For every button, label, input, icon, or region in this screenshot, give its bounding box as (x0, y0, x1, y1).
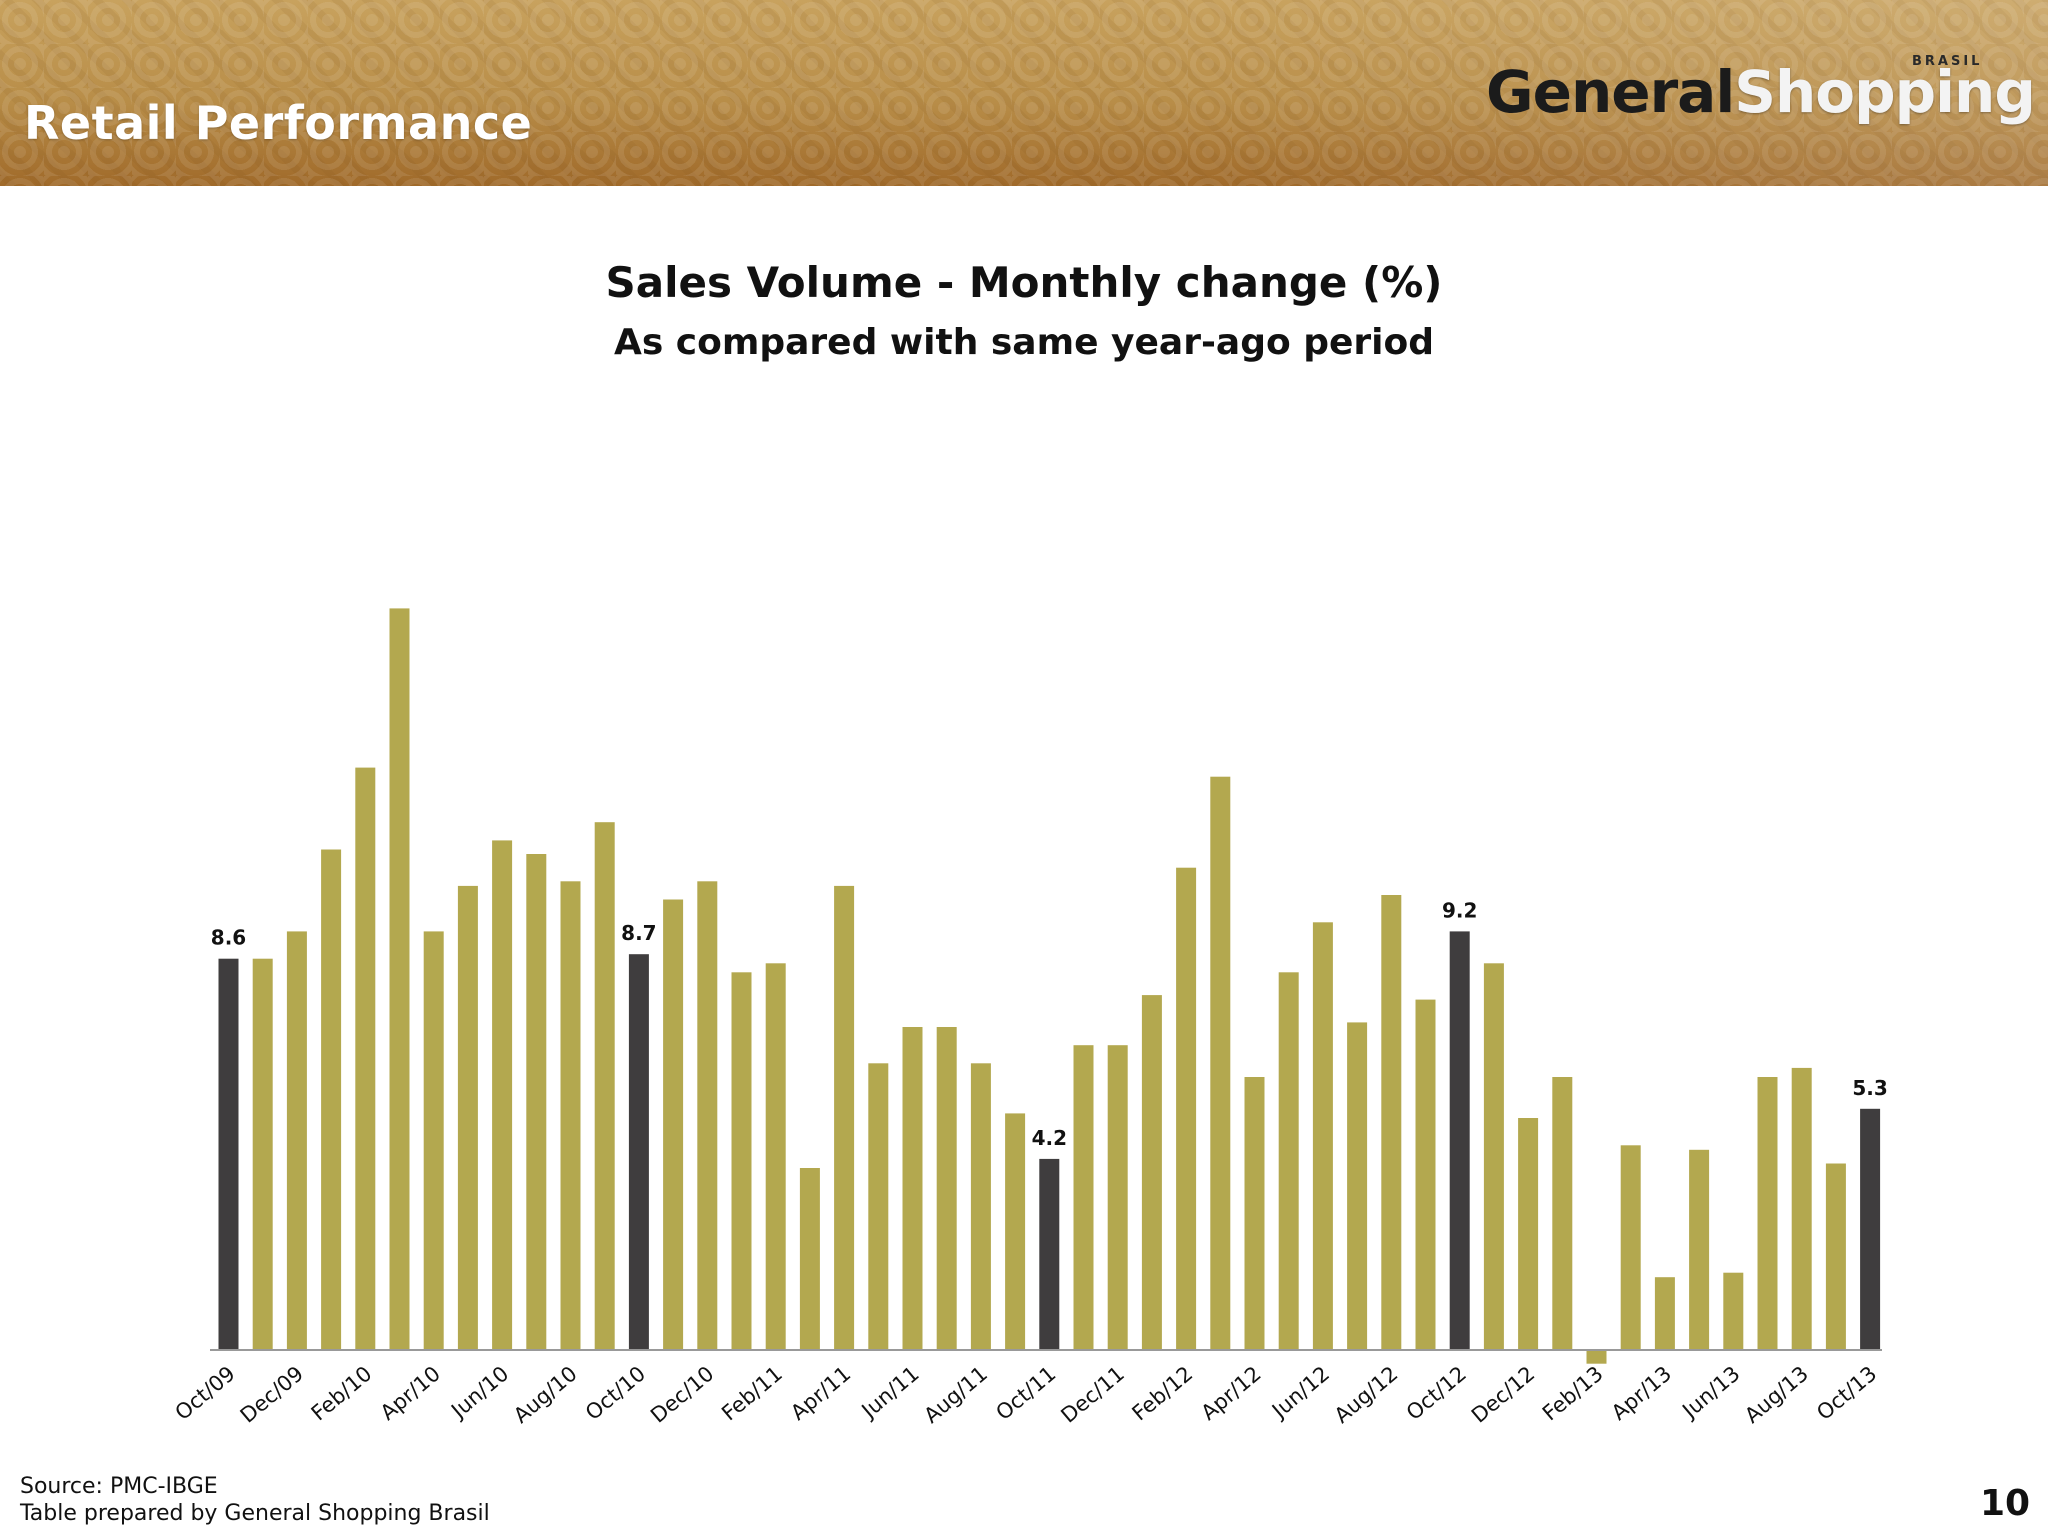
tick-label: Dec/10 (646, 1361, 718, 1427)
bar-oct-09 (218, 958, 239, 1350)
tick-label: Feb/12 (1128, 1361, 1198, 1425)
bar-jun-10 (492, 840, 513, 1350)
page-number: 10 (1980, 1483, 2031, 1524)
bar-apr-10 (423, 931, 444, 1350)
tick-label: Feb/13 (1538, 1361, 1608, 1425)
bar-nov-09 (252, 958, 273, 1350)
tick-label: Aug/13 (1740, 1361, 1813, 1427)
chart-title: Sales Volume - Monthly change (%) (605, 258, 1443, 307)
bar-feb-11 (765, 963, 786, 1351)
bar-jul-12 (1347, 1022, 1368, 1350)
bar-apr-11 (834, 885, 855, 1350)
data-label: 5.3 (1852, 1076, 1887, 1100)
logo-shopping-text: Shopping (1734, 58, 2036, 126)
tick-label: Aug/11 (919, 1361, 992, 1427)
bar-may-11 (868, 1063, 889, 1350)
prepared-by-note: Table prepared by General Shopping Brasi… (20, 1501, 490, 1526)
bar-jan-13 (1552, 1077, 1573, 1350)
tick-label: Jun/12 (1266, 1361, 1334, 1423)
bar-jun-12 (1312, 922, 1333, 1350)
tick-label: Oct/10 (581, 1361, 650, 1424)
section-title: Retail Performance (24, 96, 533, 150)
bar-nov-11 (1073, 1045, 1094, 1351)
tick-label: Dec/12 (1467, 1361, 1539, 1427)
tick-label: Oct/13 (1812, 1361, 1881, 1424)
bar-feb-13 (1586, 1350, 1607, 1364)
tick-label: Jun/13 (1677, 1361, 1745, 1423)
bar-aug-13 (1791, 1067, 1812, 1350)
logo-general-text: General (1486, 58, 1735, 126)
bar-jul-10 (526, 854, 547, 1350)
bar-jul-11 (936, 1027, 957, 1351)
tick-label: Apr/11 (786, 1361, 855, 1424)
bar-may-12 (1278, 972, 1299, 1350)
header-banner: Retail Performance GeneralShopping BRASI… (0, 0, 2048, 186)
tick-label: Feb/10 (307, 1361, 377, 1425)
tick-label: Oct/12 (1402, 1361, 1471, 1424)
bar-sep-11 (1005, 1113, 1026, 1350)
bar-nov-12 (1483, 963, 1504, 1351)
bar-sep-12 (1415, 999, 1436, 1350)
bar-aug-10 (560, 881, 581, 1350)
data-label: 9.2 (1442, 898, 1477, 922)
tick-label: Oct/11 (991, 1361, 1060, 1424)
tick-label: Aug/10 (509, 1361, 582, 1427)
data-label: 8.6 (211, 926, 246, 950)
bar-jan-10 (321, 849, 342, 1350)
bar-oct-13 (1860, 1108, 1881, 1350)
bar-dec-10 (697, 881, 718, 1350)
data-label: 8.7 (621, 921, 656, 945)
bar-sep-13 (1825, 1163, 1846, 1350)
bar-dec-11 (1107, 1045, 1128, 1351)
tick-label: Apr/13 (1607, 1361, 1676, 1424)
bar-mar-13 (1620, 1145, 1641, 1351)
bar-nov-10 (663, 899, 684, 1350)
bar-dec-12 (1518, 1118, 1539, 1350)
bar-oct-10 (628, 954, 649, 1350)
bar-aug-12 (1381, 895, 1402, 1350)
bar-may-10 (457, 885, 478, 1350)
bar-jul-13 (1757, 1077, 1778, 1350)
bar-jan-12 (1141, 995, 1162, 1350)
tick-label: Apr/10 (376, 1361, 445, 1424)
tick-label: Apr/12 (1197, 1361, 1266, 1424)
bar-mar-10 (389, 608, 410, 1350)
bar-apr-13 (1654, 1277, 1675, 1350)
bar-mar-12 (1210, 776, 1231, 1350)
bar-aug-11 (970, 1063, 991, 1350)
bar-jun-11 (902, 1027, 923, 1351)
bar-jun-13 (1723, 1272, 1744, 1350)
tick-label: Dec/11 (1056, 1361, 1128, 1427)
header-pattern (0, 0, 2048, 186)
logo-brasil-text: BRASIL (1912, 54, 1983, 69)
source-note: Source: PMC-IBGE (20, 1474, 218, 1499)
bar-may-13 (1689, 1149, 1710, 1350)
tick-label: Jun/11 (856, 1361, 924, 1423)
tick-label: Dec/09 (236, 1361, 308, 1427)
bar-jan-11 (731, 972, 752, 1350)
bars-group (218, 608, 1881, 1364)
bar-mar-11 (799, 1168, 820, 1350)
bar-oct-11 (1039, 1158, 1060, 1350)
bar-dec-09 (286, 931, 307, 1350)
tick-label: Aug/12 (1330, 1361, 1403, 1427)
bar-apr-12 (1244, 1077, 1265, 1350)
company-logo: GeneralShopping (1486, 58, 2036, 126)
data-label: 4.2 (1032, 1126, 1067, 1150)
header-fade (0, 0, 2048, 186)
tick-label: Jun/10 (445, 1361, 513, 1423)
bar-oct-12 (1449, 931, 1470, 1350)
bar-feb-12 (1176, 867, 1197, 1350)
data-labels-group: 8.6 8.7 4.2 9.2 5.3 (211, 898, 1888, 1150)
bar-feb-10 (355, 767, 376, 1350)
tick-label: Feb/11 (717, 1361, 787, 1425)
chart-subtitle: As compared with same year-ago period (613, 322, 1435, 363)
bar-sep-10 (594, 822, 615, 1350)
tick-label: Oct/09 (171, 1361, 240, 1424)
